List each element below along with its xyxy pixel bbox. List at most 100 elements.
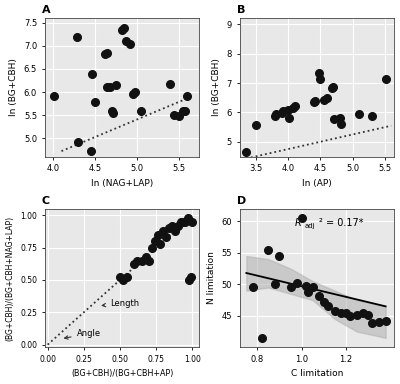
Point xyxy=(132,89,138,95)
Point xyxy=(184,93,190,99)
Point xyxy=(167,81,174,87)
Point xyxy=(369,320,376,326)
Point xyxy=(343,310,349,316)
Point xyxy=(325,303,331,310)
Point xyxy=(169,223,175,229)
Point xyxy=(278,110,285,116)
Point xyxy=(73,34,80,40)
Point xyxy=(338,121,344,127)
Point xyxy=(286,115,292,121)
Point xyxy=(273,111,280,117)
Y-axis label: ln (BG+CBH): ln (BG+CBH) xyxy=(212,58,221,116)
Point xyxy=(138,108,144,114)
Point xyxy=(290,105,296,111)
Point xyxy=(291,103,298,109)
Point xyxy=(89,71,96,77)
X-axis label: ln (NAG+LAP): ln (NAG+LAP) xyxy=(91,179,153,188)
Point xyxy=(104,84,111,91)
Point xyxy=(182,108,188,114)
Point xyxy=(172,228,178,234)
Point xyxy=(250,285,256,291)
Point xyxy=(171,112,178,118)
Point xyxy=(152,238,158,244)
Point xyxy=(178,219,184,225)
Point xyxy=(369,113,375,119)
Point xyxy=(329,85,335,91)
Point xyxy=(298,215,305,221)
Point xyxy=(272,281,278,287)
Point xyxy=(320,299,327,305)
Point xyxy=(303,283,309,289)
Text: B: B xyxy=(237,5,245,15)
Point xyxy=(166,225,172,231)
Point xyxy=(138,258,145,264)
Point xyxy=(188,274,194,280)
X-axis label: ln (AP): ln (AP) xyxy=(302,179,332,188)
Point xyxy=(383,76,389,82)
Point xyxy=(265,247,272,253)
Point xyxy=(311,99,317,105)
Text: adj: adj xyxy=(305,223,316,229)
Point xyxy=(88,148,94,154)
Point xyxy=(107,83,113,89)
X-axis label: (BG+CBH)/(BG+CBH+AP): (BG+CBH)/(BG+CBH+AP) xyxy=(71,369,173,379)
Point xyxy=(131,262,138,268)
Point xyxy=(317,76,324,82)
Text: Length: Length xyxy=(102,299,139,308)
Point xyxy=(330,83,336,89)
Point xyxy=(305,289,312,295)
Point xyxy=(253,122,259,128)
Point xyxy=(153,238,159,244)
Text: A: A xyxy=(42,5,50,15)
Point xyxy=(365,311,371,318)
Point xyxy=(108,108,115,114)
Point xyxy=(347,313,354,319)
Point xyxy=(175,113,182,119)
Point xyxy=(259,335,265,341)
Point xyxy=(146,258,152,264)
Point xyxy=(113,82,119,88)
Point xyxy=(102,51,108,57)
Point xyxy=(118,27,125,33)
Point xyxy=(120,277,126,283)
Point xyxy=(336,115,343,121)
Point xyxy=(123,38,129,45)
Point xyxy=(129,91,136,98)
X-axis label: C limitation: C limitation xyxy=(291,369,343,379)
Y-axis label: ln (BG+CBH): ln (BG+CBH) xyxy=(9,58,18,116)
Point xyxy=(338,310,344,316)
Text: ² = 0.17*: ² = 0.17* xyxy=(319,218,364,228)
Point xyxy=(117,274,123,280)
Point xyxy=(360,310,367,316)
Point xyxy=(163,234,170,240)
Point xyxy=(92,99,98,105)
Point xyxy=(189,219,196,225)
Point xyxy=(316,293,322,299)
Point xyxy=(134,258,140,264)
Point xyxy=(104,50,111,56)
Point xyxy=(316,70,322,76)
Point xyxy=(110,110,116,116)
Y-axis label: (BG+CBH)/(BG+CBH+NAG+LAP): (BG+CBH)/(BG+CBH+NAG+LAP) xyxy=(6,215,14,341)
Text: C: C xyxy=(42,196,50,206)
Point xyxy=(276,253,283,259)
Point xyxy=(179,219,185,225)
Point xyxy=(121,25,128,31)
Point xyxy=(280,108,286,114)
Point xyxy=(243,149,249,155)
Point xyxy=(354,311,360,318)
Point xyxy=(331,116,338,122)
Point xyxy=(324,95,330,101)
Point xyxy=(174,223,181,229)
Point xyxy=(180,108,186,114)
Point xyxy=(294,280,300,286)
Point xyxy=(51,93,57,99)
Point xyxy=(332,308,338,314)
Point xyxy=(376,319,382,325)
Point xyxy=(356,111,362,117)
Point xyxy=(157,241,164,247)
Point xyxy=(310,285,316,291)
Text: D: D xyxy=(237,196,246,206)
Point xyxy=(272,113,278,119)
Y-axis label: N limitation: N limitation xyxy=(207,252,216,305)
